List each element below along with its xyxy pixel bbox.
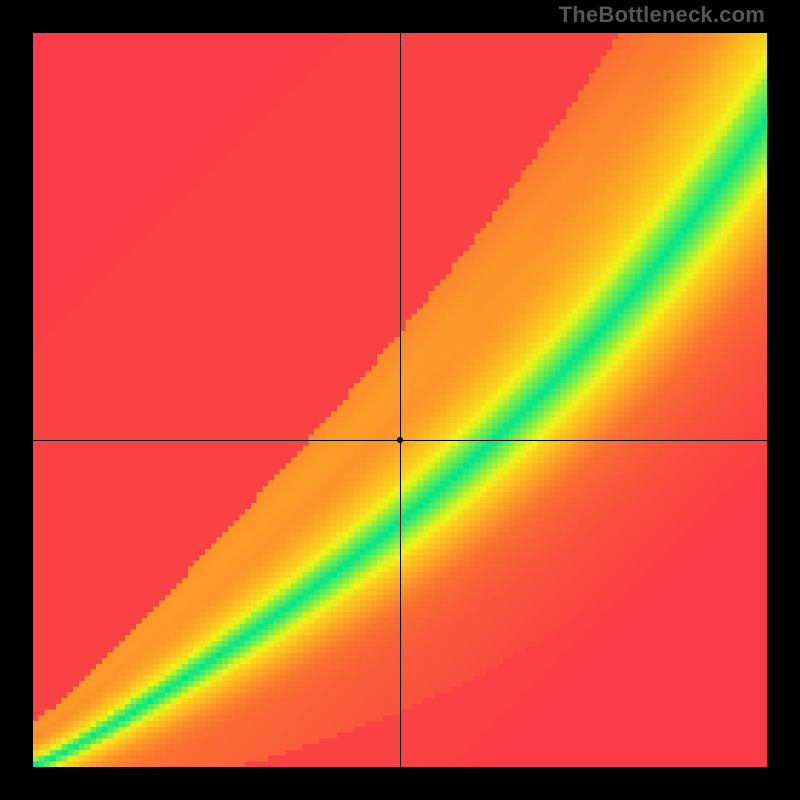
plot-area: [33, 33, 767, 767]
chart-frame: TheBottleneck.com: [0, 0, 800, 800]
crosshair-vertical: [400, 33, 401, 767]
watermark-label: TheBottleneck.com: [559, 2, 765, 28]
crosshair-dot: [397, 437, 403, 443]
